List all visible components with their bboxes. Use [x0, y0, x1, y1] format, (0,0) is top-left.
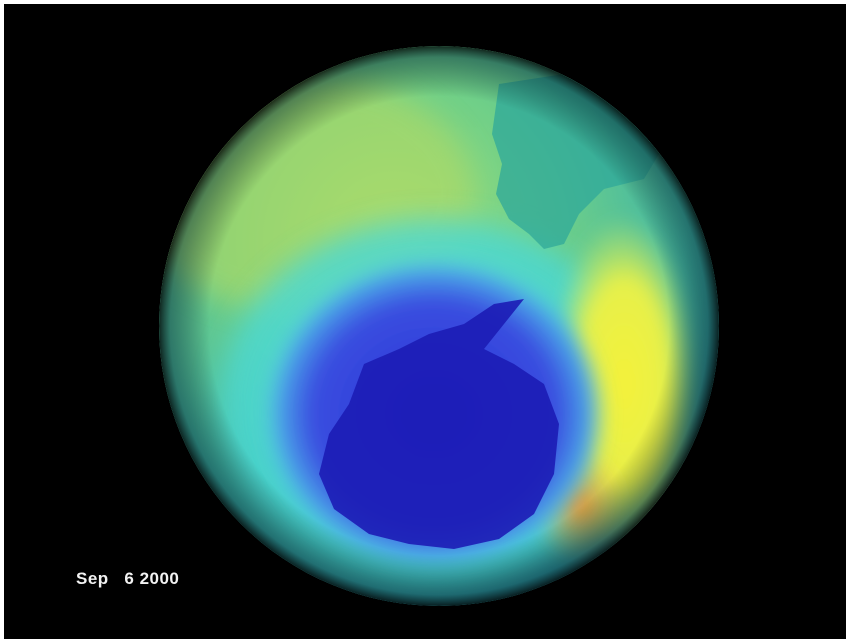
date-day: 6	[124, 569, 135, 588]
image-frame: Sep 6 2000	[4, 4, 846, 639]
date-caption: Sep 6 2000	[76, 569, 179, 589]
date-month: Sep	[76, 569, 109, 588]
date-year: 2000	[139, 569, 180, 588]
ozone-globe-image	[159, 46, 719, 606]
